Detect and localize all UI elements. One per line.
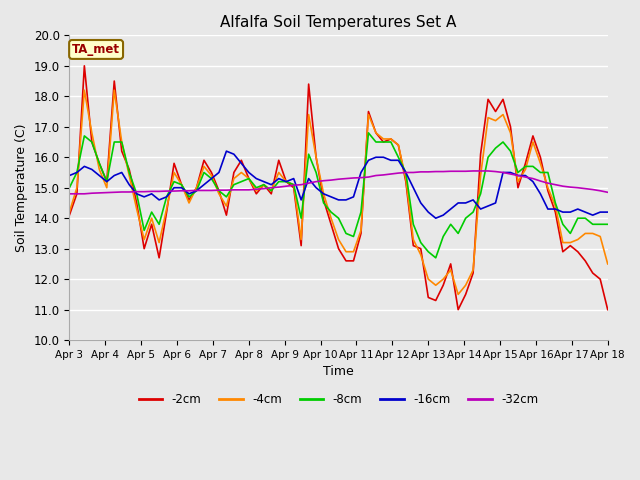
Text: TA_met: TA_met	[72, 43, 120, 56]
Y-axis label: Soil Temperature (C): Soil Temperature (C)	[15, 123, 28, 252]
Title: Alfalfa Soil Temperatures Set A: Alfalfa Soil Temperatures Set A	[220, 15, 457, 30]
X-axis label: Time: Time	[323, 365, 354, 378]
Legend: -2cm, -4cm, -8cm, -16cm, -32cm: -2cm, -4cm, -8cm, -16cm, -32cm	[134, 388, 543, 410]
